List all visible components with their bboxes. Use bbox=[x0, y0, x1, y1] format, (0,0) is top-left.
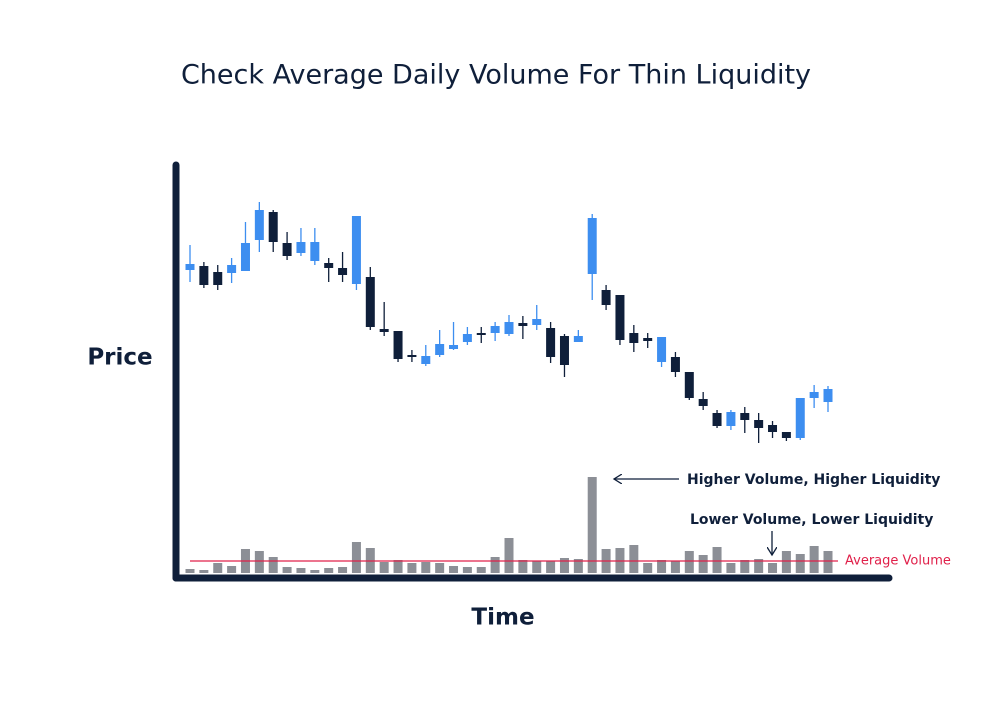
volume-bar bbox=[449, 566, 459, 573]
candle-body bbox=[559, 336, 569, 365]
volume-bar bbox=[338, 567, 348, 573]
volume-bar bbox=[379, 562, 389, 573]
candle-body bbox=[587, 218, 597, 274]
volume-bar bbox=[546, 561, 556, 573]
candle-body bbox=[254, 210, 264, 240]
candle-body bbox=[227, 265, 237, 273]
candle-body bbox=[615, 295, 625, 340]
candle-body bbox=[407, 355, 417, 357]
candle-body bbox=[740, 413, 750, 420]
candle-body bbox=[449, 345, 459, 349]
volume-bar bbox=[268, 557, 278, 573]
candle-body bbox=[324, 263, 334, 268]
annotation: Lower Volume, Lower Liquidity bbox=[690, 512, 933, 528]
candle-body bbox=[379, 329, 389, 332]
y-axis-label: Price bbox=[87, 345, 152, 371]
volume-bar bbox=[518, 560, 528, 573]
volume-bar bbox=[199, 570, 209, 573]
volume-bar bbox=[435, 563, 445, 573]
volume-bar bbox=[185, 569, 195, 573]
volume-bar bbox=[809, 546, 819, 573]
candle-body bbox=[338, 268, 348, 275]
volume-bar bbox=[740, 560, 750, 573]
candle-body bbox=[768, 425, 778, 432]
volume-bar bbox=[559, 558, 569, 573]
candle-body bbox=[240, 243, 250, 271]
volume-bar bbox=[476, 567, 486, 573]
candle-body bbox=[670, 357, 680, 372]
candle-body bbox=[754, 420, 764, 428]
volume-bar bbox=[393, 560, 403, 573]
volume-bar bbox=[462, 567, 472, 573]
candle-body bbox=[781, 432, 791, 438]
candle-body bbox=[490, 326, 500, 333]
candle-body bbox=[476, 333, 486, 335]
candle-body bbox=[421, 356, 431, 364]
candle-body bbox=[643, 338, 653, 341]
volume-bar bbox=[227, 566, 237, 573]
volume-bar bbox=[504, 538, 514, 573]
candle-body bbox=[393, 331, 403, 359]
candle-body bbox=[726, 412, 736, 426]
candle-body bbox=[657, 337, 667, 362]
volume-bar bbox=[726, 563, 736, 573]
candle-body bbox=[698, 399, 708, 406]
candle-body bbox=[573, 336, 583, 342]
volume-bar bbox=[254, 551, 264, 573]
volume-bar bbox=[310, 570, 320, 573]
candle-body bbox=[712, 413, 722, 426]
volume-bar bbox=[573, 559, 583, 573]
average-volume-label: Average Volume bbox=[845, 554, 951, 569]
candle-body bbox=[601, 290, 611, 305]
candle-body bbox=[213, 272, 223, 285]
volume-bar bbox=[407, 563, 417, 573]
volume-bar bbox=[282, 567, 292, 573]
volume-bar bbox=[754, 559, 764, 573]
chart-title: Check Average Daily Volume For Thin Liqu… bbox=[181, 60, 811, 91]
candle-body bbox=[282, 243, 292, 256]
candle-body bbox=[504, 322, 514, 334]
volume-bar bbox=[532, 561, 542, 573]
volume-bar bbox=[629, 545, 639, 573]
volume-bar bbox=[643, 563, 653, 573]
volume-bar bbox=[296, 568, 306, 573]
candle-body bbox=[310, 242, 320, 261]
candle-body bbox=[684, 372, 694, 398]
volume-bar bbox=[795, 554, 805, 573]
candle-body bbox=[795, 398, 805, 438]
candle-body bbox=[518, 323, 528, 326]
candle-body bbox=[199, 266, 209, 285]
candle-body bbox=[351, 216, 361, 284]
annotation: Higher Volume, Higher Liquidity bbox=[687, 472, 940, 488]
candle-body bbox=[185, 264, 195, 270]
volume-bar bbox=[324, 568, 334, 573]
candle-body bbox=[532, 319, 542, 325]
volume-bar bbox=[781, 551, 791, 573]
candle-body bbox=[365, 277, 375, 327]
volume-bar bbox=[823, 551, 833, 573]
volume-bar bbox=[657, 560, 667, 573]
candle-body bbox=[629, 333, 639, 343]
candle-body bbox=[296, 242, 306, 253]
candle-body bbox=[268, 212, 278, 242]
volume-bar bbox=[351, 542, 361, 573]
candle-body bbox=[435, 344, 445, 355]
volume-bar bbox=[587, 477, 597, 573]
volume-bar bbox=[670, 561, 680, 573]
volume-bar bbox=[684, 551, 694, 573]
volume-bar bbox=[768, 563, 778, 573]
volume-bar bbox=[490, 557, 500, 573]
candle-body bbox=[823, 389, 833, 402]
candle-body bbox=[462, 334, 472, 342]
volume-bar bbox=[698, 555, 708, 573]
volume-bar bbox=[421, 562, 431, 573]
candle-body bbox=[809, 392, 819, 398]
volume-bar bbox=[213, 563, 223, 573]
plot: Average Volume bbox=[185, 202, 951, 573]
x-axis-label: Time bbox=[471, 605, 534, 631]
candle-body bbox=[546, 328, 556, 357]
volume-bar bbox=[712, 547, 722, 573]
